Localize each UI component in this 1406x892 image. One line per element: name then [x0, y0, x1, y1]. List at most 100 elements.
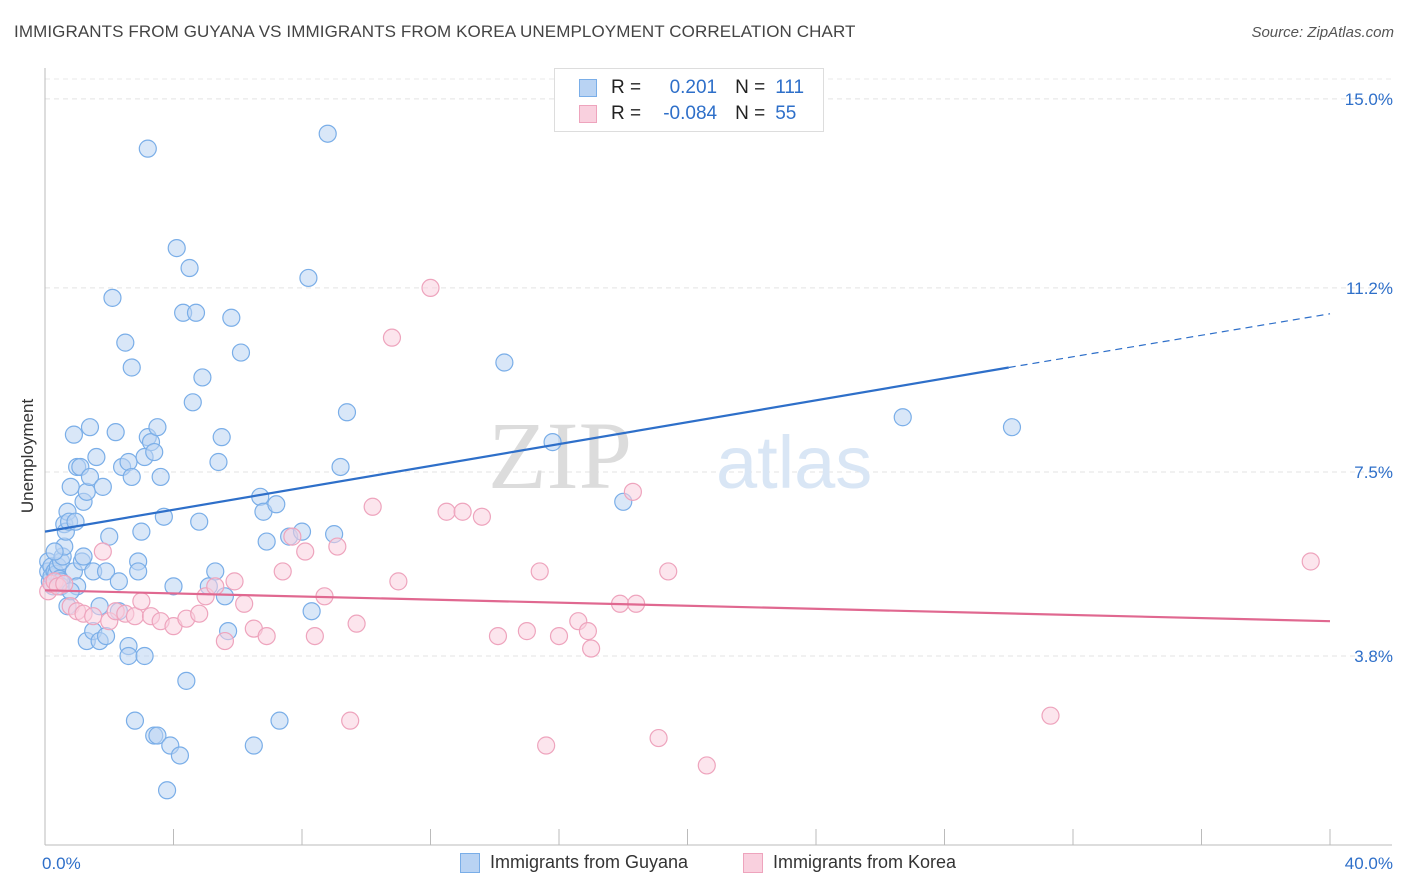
bottom-legend-swatch-korea — [743, 852, 763, 873]
guyana-point — [148, 418, 167, 437]
guyana-point — [209, 452, 228, 472]
guyana-point — [180, 258, 199, 278]
korea-point — [517, 622, 536, 641]
guyana-point — [543, 433, 562, 452]
guyana-trend-extension — [1008, 313, 1331, 369]
korea-point — [132, 592, 151, 611]
guyana-point — [270, 711, 289, 730]
korea-point — [84, 607, 103, 626]
guyana-point — [135, 646, 154, 666]
x-tick-label: 40.0% — [1345, 854, 1393, 873]
guyana-point — [302, 602, 321, 621]
korea-point — [215, 631, 234, 651]
guyana-point — [61, 477, 80, 496]
guyana-point — [1002, 418, 1022, 437]
guyana-point — [138, 139, 157, 158]
guyana-point — [318, 124, 337, 143]
legend-n-value: 55 — [775, 103, 797, 124]
korea-point — [190, 604, 209, 623]
watermark-zip: ZIP — [488, 402, 632, 509]
korea-point — [225, 572, 244, 591]
bottom-legend-label-korea: Immigrants from Korea — [773, 852, 957, 872]
guyana-point — [212, 428, 231, 447]
series-korea-points — [39, 278, 1320, 775]
legend-n-value: 111 — [775, 77, 805, 98]
guyana-point — [222, 308, 241, 327]
bottom-legend-swatch-guyana — [460, 852, 480, 873]
bottom-legend-guyana: Immigrants from Guyana — [460, 852, 688, 873]
guyana-point — [77, 482, 96, 501]
legend-r-label: R = — [611, 103, 642, 124]
guyana-point — [170, 746, 190, 765]
korea-point — [453, 502, 472, 521]
korea-point — [55, 574, 74, 593]
legend-swatch-guyana — [579, 79, 597, 97]
korea-point — [649, 728, 668, 748]
guyana-point — [122, 467, 141, 487]
korea-point — [305, 626, 324, 646]
guyana-point — [119, 646, 138, 666]
guyana-point — [183, 393, 202, 412]
legend-r-value: 0.201 — [669, 77, 718, 98]
y-axis-title: Unemployment — [18, 398, 37, 514]
grid-lines — [45, 78, 1392, 657]
guyana-point — [116, 333, 135, 352]
x-tick-label: 0.0% — [42, 854, 81, 873]
korea-point — [389, 572, 408, 591]
guyana-point — [125, 711, 145, 730]
legend-n-label: N = — [735, 103, 766, 124]
guyana-point — [93, 477, 112, 496]
korea-point — [283, 527, 302, 546]
guyana-point — [190, 512, 209, 531]
watermark-atlas: atlas — [716, 421, 872, 504]
correlation-legend: R = 0.201 N = 111 R = -0.084 N = 55 — [554, 68, 824, 132]
korea-point — [472, 507, 491, 526]
korea-point — [257, 626, 276, 646]
guyana-point — [177, 671, 196, 690]
guyana-point — [109, 572, 128, 591]
korea-point — [421, 278, 440, 298]
guyana-point — [129, 562, 148, 581]
korea-point — [273, 562, 292, 581]
guyana-point — [148, 726, 167, 745]
guyana-point — [132, 522, 151, 541]
korea-point — [578, 622, 598, 641]
bottom-legend-label-guyana: Immigrants from Guyana — [490, 852, 689, 872]
legend-n-label: N = — [735, 77, 766, 98]
korea-point — [206, 577, 225, 596]
guyana-point — [151, 467, 170, 487]
korea-point — [530, 562, 549, 581]
korea-point — [347, 614, 366, 633]
tick-labels: 3.8% 7.5% 11.2% 15.0% 0.0% 40.0% — [42, 90, 1393, 873]
guyana-point — [893, 408, 912, 427]
guyana-point — [80, 467, 100, 487]
guyana-trend-line — [44, 366, 1009, 533]
korea-point — [363, 497, 382, 516]
guyana-point — [87, 447, 106, 467]
guyana-point — [103, 288, 122, 307]
guyana-point — [64, 425, 84, 444]
korea-point — [437, 502, 456, 521]
guyana-point — [495, 353, 514, 372]
guyana-point — [96, 626, 116, 646]
guyana-point — [45, 542, 64, 561]
guyana-point — [167, 239, 186, 258]
guyana-point — [267, 495, 286, 514]
legend-r-label: R = — [611, 77, 642, 98]
korea-trend-line — [44, 589, 1331, 623]
legend-r-value: -0.084 — [663, 103, 718, 124]
korea-point — [1041, 706, 1060, 725]
bottom-legend-korea: Immigrants from Korea — [743, 852, 956, 873]
guyana-point — [106, 423, 125, 442]
watermark: ZIP atlas — [488, 402, 872, 509]
korea-point — [382, 328, 402, 347]
guyana-point — [164, 577, 183, 596]
y-tick-label: 15.0% — [1345, 90, 1393, 109]
guyana-point — [119, 452, 138, 472]
korea-point — [341, 711, 360, 730]
korea-point — [697, 756, 716, 775]
guyana-point — [257, 532, 276, 551]
axes — [44, 68, 1392, 846]
legend-swatch-korea — [579, 105, 597, 123]
